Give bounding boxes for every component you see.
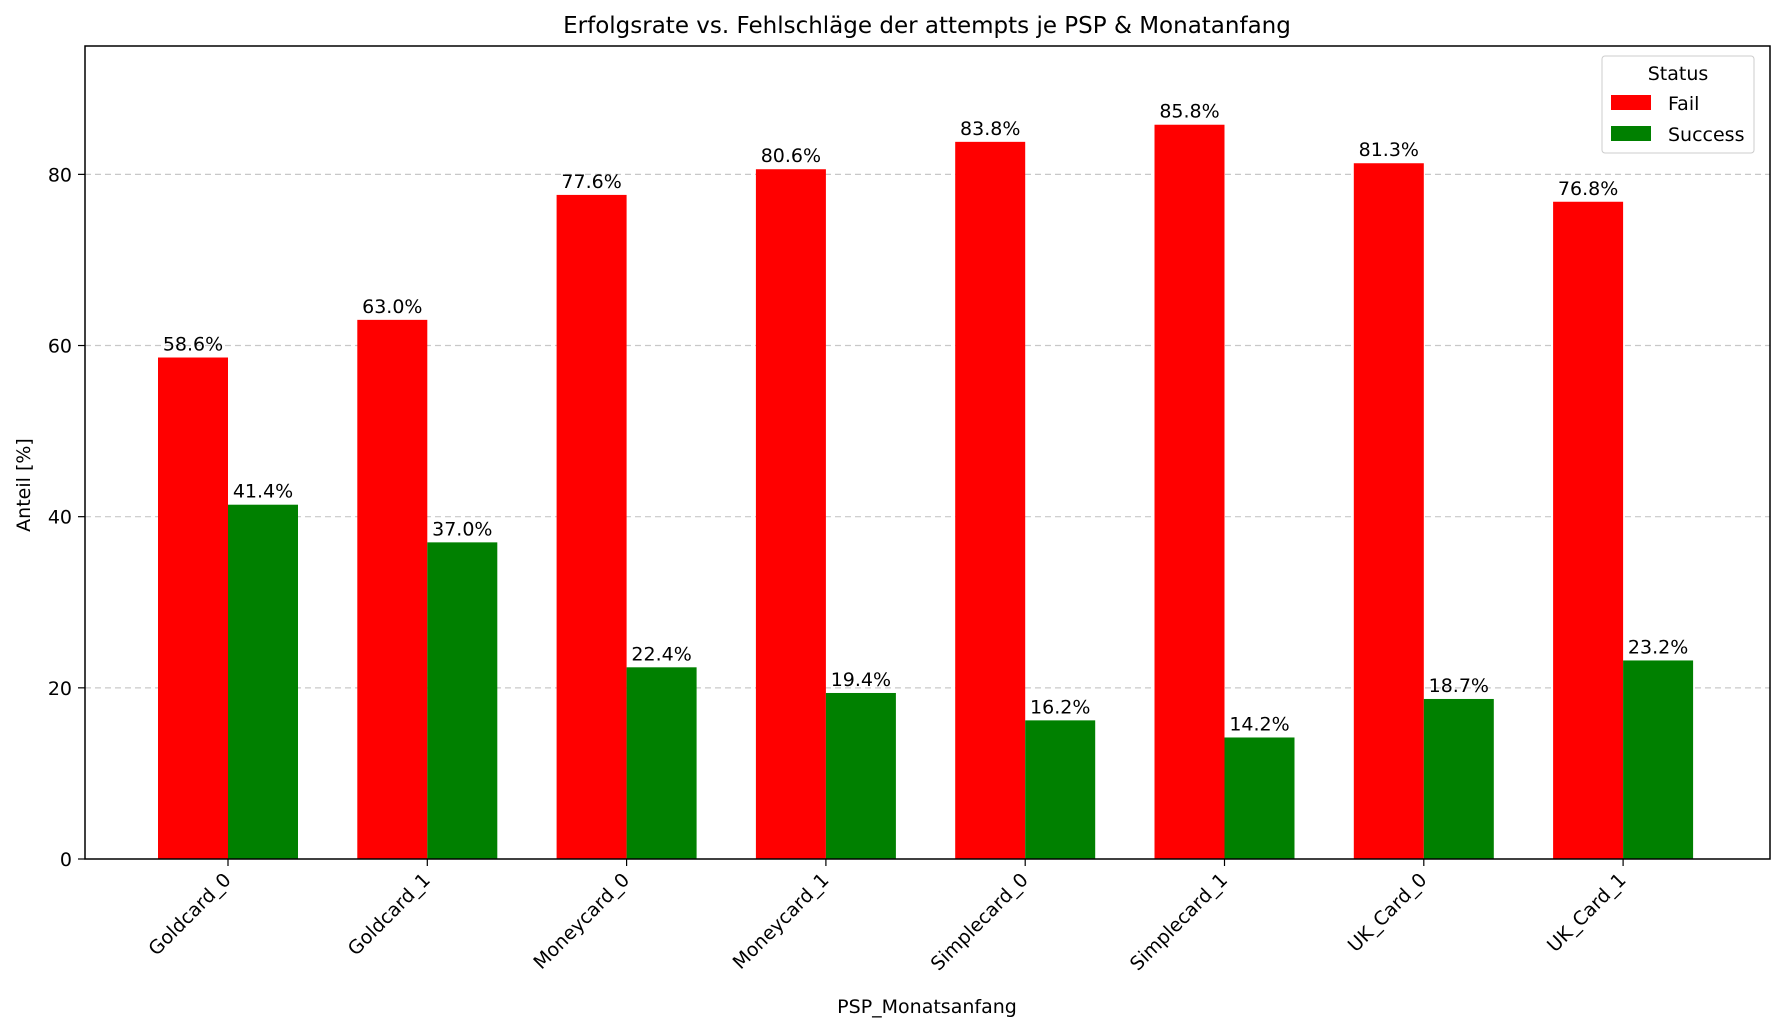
data-label-success: 14.2% bbox=[1229, 713, 1289, 735]
x-tick-label: Moneycard_0 bbox=[529, 869, 634, 974]
legend-label-fail: Fail bbox=[1668, 93, 1699, 115]
legend-swatch-fail bbox=[1611, 95, 1651, 110]
bar-success-uk_card_1 bbox=[1623, 660, 1694, 859]
legend-label-success: Success bbox=[1668, 124, 1744, 146]
data-label-fail: 58.6% bbox=[163, 334, 223, 356]
bar-success-simplecard_0 bbox=[1025, 720, 1096, 859]
bar-success-simplecard_1 bbox=[1224, 737, 1295, 859]
y-axis-label: Anteil [%] bbox=[13, 438, 35, 532]
y-tick-label: 0 bbox=[60, 849, 72, 871]
data-label-fail: 80.6% bbox=[761, 145, 821, 167]
data-label-success: 23.2% bbox=[1628, 636, 1688, 658]
data-label-fail: 85.8% bbox=[1159, 101, 1219, 123]
data-label-fail: 83.8% bbox=[960, 118, 1020, 140]
legend-swatch-success bbox=[1611, 126, 1651, 141]
bar-fail-moneycard_1 bbox=[755, 169, 826, 859]
bar-success-uk_card_0 bbox=[1423, 698, 1494, 859]
x-axis-label: PSP_Monatsanfang bbox=[837, 996, 1017, 1018]
bar-fail-simplecard_0 bbox=[955, 141, 1026, 860]
y-tick-label: 60 bbox=[48, 336, 72, 358]
bar-fail-simplecard_1 bbox=[1154, 124, 1225, 860]
data-label-fail: 63.0% bbox=[362, 296, 422, 318]
legend-title: Status bbox=[1648, 63, 1709, 85]
data-label-success: 19.4% bbox=[831, 669, 891, 691]
y-tick-label: 80 bbox=[48, 164, 72, 186]
data-label-success: 37.0% bbox=[432, 518, 492, 540]
data-label-fail: 76.8% bbox=[1558, 178, 1618, 200]
plot-area-frame bbox=[84, 45, 1771, 860]
data-label-success: 16.2% bbox=[1030, 696, 1090, 718]
x-axis: Goldcard_0 Goldcard_1 Moneycard_0 Moneycard… bbox=[144, 859, 1631, 975]
x-tick-label: Goldcard_1 bbox=[344, 869, 435, 960]
bar-success-goldcard_0 bbox=[228, 504, 298, 859]
bar-fail-uk_card_1 bbox=[1553, 201, 1624, 860]
bar-fail-goldcard_0 bbox=[158, 357, 228, 859]
y-tick-label: 40 bbox=[48, 507, 72, 529]
x-tick-label: Simplecard_1 bbox=[1126, 869, 1232, 975]
bar-success-moneycard_0 bbox=[626, 667, 697, 859]
bar-fail-goldcard_1 bbox=[357, 319, 428, 859]
y-tick-label: 20 bbox=[48, 678, 72, 700]
x-tick-label: UK_Card_0 bbox=[1344, 869, 1432, 957]
bar-success-goldcard_1 bbox=[427, 542, 498, 859]
y-axis: 0 20 40 60 80 bbox=[48, 164, 85, 871]
gridlines bbox=[85, 173, 1770, 689]
bars bbox=[158, 124, 1694, 860]
data-label-success: 22.4% bbox=[631, 643, 691, 665]
chart-title: Erfolgsrate vs. Fehlschläge der attempts… bbox=[563, 13, 1291, 39]
x-tick-label: Moneycard_1 bbox=[729, 869, 834, 974]
data-label-fail: 81.3% bbox=[1359, 139, 1419, 161]
data-label-fail: 77.6% bbox=[561, 171, 621, 193]
data-label-success: 41.4% bbox=[233, 481, 293, 503]
bar-success-moneycard_1 bbox=[825, 692, 896, 859]
x-tick-label: Simplecard_0 bbox=[927, 869, 1033, 975]
data-label-success: 18.7% bbox=[1429, 675, 1489, 697]
legend: Status Fail Success bbox=[1601, 55, 1755, 154]
x-tick-label: UK_Card_1 bbox=[1543, 869, 1631, 957]
bar-fail-moneycard_0 bbox=[556, 194, 627, 860]
bar-fail-uk_card_0 bbox=[1353, 163, 1424, 859]
data-labels: 58.6% 41.4% 63.0% 37.0% 77.6% 22.4% 80.6% 19.4%… bbox=[163, 101, 1688, 736]
x-tick-label: Goldcard_0 bbox=[144, 869, 235, 960]
